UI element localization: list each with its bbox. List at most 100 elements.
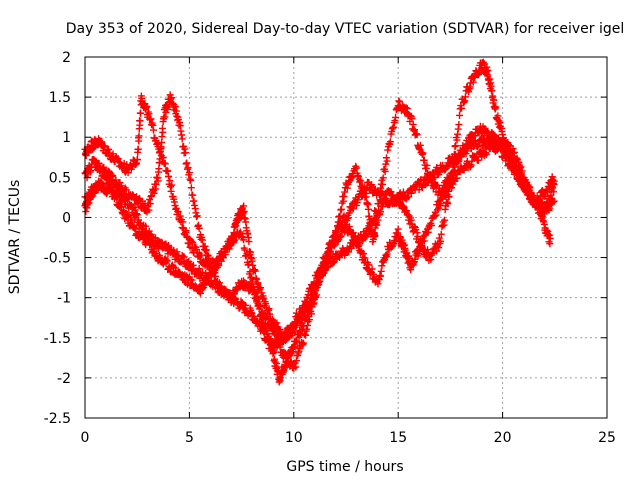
data-point-2-599: [441, 216, 449, 224]
data-point-2-593: [437, 237, 445, 245]
data-point-3-570: [432, 211, 440, 219]
y-tick-label-5: 0: [62, 210, 71, 226]
data-point-2-497: [374, 216, 382, 224]
data-point-2-204: [193, 212, 201, 220]
data-point-2-79: [122, 186, 130, 194]
data-point-3-357: [304, 297, 312, 305]
data-point-2-669: [483, 63, 491, 71]
data-point-1-172: [172, 204, 180, 212]
y-tick-label-6: 0.5: [49, 170, 71, 186]
data-point-1-526: [403, 105, 411, 113]
y-tick-label-8: 1.5: [49, 90, 71, 106]
data-point-2-487: [371, 231, 379, 239]
data-point-2-137: [158, 138, 166, 146]
data-point-2-339: [281, 349, 289, 357]
data-point-1-275: [240, 236, 248, 244]
data-point-2-181: [178, 135, 186, 143]
data-point-3-277: [251, 267, 259, 275]
grid: [85, 57, 607, 418]
data-point-1-623: [467, 137, 475, 145]
data-point-0-207: [195, 265, 203, 273]
data-point-2-590: [435, 244, 443, 252]
data-point-3-602: [453, 174, 461, 182]
data-point-2-460: [360, 186, 368, 194]
data-point-2-604: [444, 200, 452, 208]
data-point-1-175: [174, 208, 182, 216]
data-point-2-125: [152, 181, 160, 189]
data-point-1-751: [550, 197, 558, 205]
data-point-1-100: [134, 145, 142, 153]
data-point-3-750: [549, 188, 557, 196]
data-point-2-425: [337, 205, 345, 213]
data-point-3-126: [163, 257, 171, 265]
data-point-2-27: [95, 160, 103, 168]
axis-ticks: 0 5 10 15 20 25 -2.5 -2 -1.5 -1 -0.5 0 0.5 1 1.5 2: [44, 50, 616, 446]
data-point-1-107: [136, 117, 144, 125]
data-point-3-635: [474, 156, 482, 164]
data-point-3-139: [172, 264, 180, 272]
data-point-2-256: [227, 298, 235, 306]
data-point-2-677: [486, 75, 494, 83]
data-point-1-160: [165, 172, 173, 180]
data-point-2-423: [336, 213, 344, 221]
data-point-2-212: [198, 236, 206, 244]
data-point-3-266: [245, 238, 253, 246]
data-point-1-546: [416, 141, 424, 149]
data-point-3-257: [240, 207, 248, 215]
data-point-2-130: [155, 165, 163, 173]
data-point-2-355: [292, 363, 300, 371]
data-point-2-114: [145, 206, 153, 214]
data-point-3-479: [383, 250, 391, 258]
data-point-2-367: [300, 339, 308, 347]
x-tick-label-2: 10: [285, 430, 303, 446]
data-point-3-250: [237, 213, 245, 221]
data-point-2-122: [150, 189, 158, 197]
data-point-1-97: [133, 156, 141, 164]
data-point-3-700: [517, 163, 525, 171]
data-point-2-207: [195, 224, 203, 232]
data-point-3-368: [311, 282, 319, 290]
data-point-2-140: [159, 128, 167, 136]
data-point-3-548: [418, 243, 426, 251]
data-point-3-408: [337, 233, 345, 241]
data-point-2-169: [171, 103, 179, 111]
data-point-1-197: [189, 238, 197, 246]
data-point-3-552: [420, 237, 428, 245]
x-axis-label: GPS time / hours: [286, 459, 403, 475]
data-point-3-536: [411, 255, 419, 263]
data-point-2-190: [184, 164, 192, 172]
data-point-3-690: [510, 148, 518, 156]
data-point-2-614: [450, 154, 458, 162]
data-point-2-53: [109, 172, 117, 180]
data-point-2-301: [257, 303, 265, 311]
data-point-3-647: [482, 150, 490, 158]
data-point-2-116: [146, 200, 154, 208]
data-point-2-145: [161, 113, 169, 121]
data-point-2-501: [377, 208, 385, 216]
data-point-1-493: [382, 160, 390, 168]
data-point-1-164: [167, 187, 175, 195]
data-point-2-186: [181, 149, 189, 157]
data-point-3-702: [518, 167, 526, 175]
data-point-2-625: [457, 104, 465, 112]
data-point-2-470: [365, 212, 373, 220]
data-point-0-212: [198, 268, 206, 276]
data-point-2-376: [305, 316, 313, 324]
data-point-2-387: [313, 291, 321, 299]
data-point-2-238: [215, 279, 223, 287]
data-point-1-182: [179, 218, 187, 226]
data-point-3-577: [437, 200, 445, 208]
plot-frame: [84, 56, 608, 419]
data-point-2-613: [450, 160, 458, 168]
data-point-3-255: [239, 208, 247, 216]
data-point-1-508: [392, 113, 400, 121]
data-point-2-67: [116, 179, 124, 187]
data-point-1-46: [101, 142, 109, 150]
data-point-1-541: [413, 131, 421, 139]
data-point-1-492: [381, 167, 389, 175]
data-point-0-96: [133, 211, 141, 219]
data-point-3-285: [257, 284, 265, 292]
data-point-0-184: [180, 253, 188, 261]
data-point-3-44: [110, 188, 118, 196]
data-point-1-556: [423, 161, 431, 169]
